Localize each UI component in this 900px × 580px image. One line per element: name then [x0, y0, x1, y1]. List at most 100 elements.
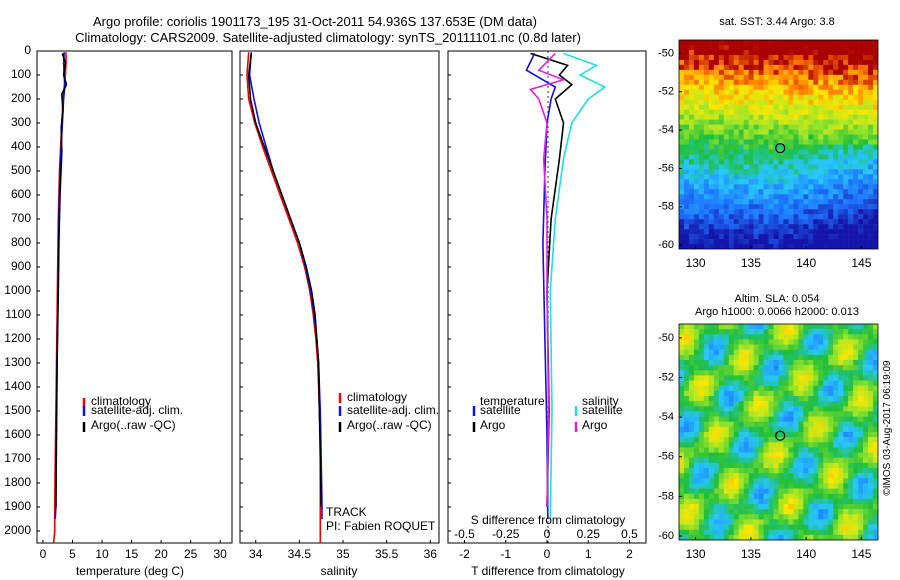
heatmap-cell	[863, 411, 869, 417]
heatmap-cell	[813, 529, 819, 536]
heatmap-cell	[708, 74, 715, 81]
heatmap-cell	[843, 189, 849, 195]
heatmap-cell	[733, 360, 739, 366]
heatmap-cell	[763, 229, 769, 235]
heatmap-cell	[698, 396, 705, 402]
heatmap-cell	[763, 184, 769, 190]
heatmap-cell	[693, 224, 700, 230]
heatmap-cell	[688, 40, 695, 46]
heatmap-cell	[768, 519, 774, 525]
heatmap-cell	[813, 488, 819, 494]
heatmap-cell	[823, 114, 829, 120]
heatmap-cell	[823, 524, 829, 530]
heatmap-cell	[763, 224, 769, 230]
heatmap-cell	[858, 390, 864, 397]
heatmap-cell	[733, 493, 739, 500]
x-tick-label: 2	[626, 547, 633, 561]
heatmap-cell	[763, 493, 769, 500]
heatmap-cell	[853, 169, 859, 175]
heatmap-cell	[848, 209, 854, 215]
heatmap-cell	[803, 104, 809, 110]
heatmap-cell	[763, 84, 769, 91]
heatmap-cell	[698, 104, 705, 110]
heatmap-cell	[703, 339, 710, 345]
heatmap-cell	[733, 244, 739, 249]
heatmap-cell	[823, 380, 829, 386]
heatmap-cell	[693, 199, 700, 205]
heatmap-cell	[823, 144, 829, 150]
heatmap-cell	[853, 104, 859, 110]
heatmap-cell	[679, 437, 685, 443]
heatmap-cell	[723, 109, 729, 115]
heatmap-cell	[738, 473, 744, 479]
heatmap-cell	[773, 114, 779, 120]
heatmap-cell	[808, 447, 814, 453]
heatmap-cell	[843, 483, 849, 489]
heatmap-cell	[743, 334, 749, 340]
heatmap-cell	[698, 365, 705, 371]
heatmap-cell	[838, 99, 844, 105]
heatmap-cell	[853, 159, 859, 165]
heatmap-cell	[793, 79, 799, 86]
heatmap-cell	[838, 421, 844, 428]
heatmap-cell	[683, 69, 690, 76]
heatmap-cell	[858, 84, 864, 91]
heatmap-cell	[728, 462, 734, 469]
heatmap-cell	[688, 468, 695, 474]
heatmap-cell	[788, 478, 794, 484]
argo-float-marker	[775, 143, 786, 154]
heatmap-cell	[773, 365, 779, 371]
heatmap-cell	[858, 144, 864, 150]
heatmap-cell	[748, 119, 754, 125]
heatmap-cell	[793, 349, 799, 356]
heatmap-cell	[708, 334, 715, 340]
heatmap-cell	[868, 509, 874, 515]
heatmap-cell	[813, 354, 819, 361]
heatmap-cell	[723, 396, 729, 402]
heatmap-cell	[783, 114, 789, 120]
heatmap-cell	[698, 339, 705, 345]
heatmap-cell	[768, 119, 774, 125]
heatmap-cell	[873, 109, 878, 115]
heatmap-cell	[753, 109, 759, 115]
heatmap-cell	[863, 329, 869, 335]
heatmap-cell	[858, 59, 864, 66]
heatmap-cell	[733, 104, 739, 110]
heatmap-cell	[748, 159, 754, 165]
heatmap-cell	[679, 462, 685, 469]
heatmap-cell	[858, 344, 864, 350]
heatmap-cell	[758, 349, 764, 356]
heatmap-cell	[808, 40, 814, 46]
heatmap-cell	[773, 457, 779, 464]
heatmap-cell	[778, 99, 784, 105]
heatmap-cell	[688, 189, 695, 195]
heatmap-cell	[738, 457, 744, 464]
heatmap-cell	[793, 493, 799, 500]
heatmap-cell	[748, 344, 754, 350]
heatmap-cell	[728, 159, 734, 165]
heatmap-cell	[763, 44, 769, 51]
heatmap-cell	[703, 169, 710, 175]
heatmap-cell	[833, 483, 839, 489]
heatmap-cell	[758, 149, 764, 155]
heatmap-cell	[768, 159, 774, 165]
heatmap-cell	[863, 473, 869, 479]
heatmap-cell	[768, 219, 774, 225]
heatmap-cell	[763, 416, 769, 422]
heatmap-cell	[858, 468, 864, 474]
heatmap-cell	[693, 239, 700, 245]
heatmap-cell	[803, 370, 809, 376]
heatmap-cell	[763, 174, 769, 180]
heatmap-cell	[713, 370, 720, 376]
heatmap-cell	[853, 134, 859, 140]
heatmap-cell	[738, 396, 744, 402]
heatmap-cell	[833, 514, 839, 520]
heatmap-cell	[743, 411, 749, 417]
heatmap-cell	[683, 109, 690, 115]
heatmap-cell	[773, 164, 779, 170]
heatmap-cell	[788, 375, 794, 381]
salinity-axis-label: salinity	[321, 564, 358, 578]
heatmap-cell	[693, 49, 700, 56]
heatmap-cell	[718, 134, 725, 140]
heatmap-cell	[733, 437, 739, 443]
